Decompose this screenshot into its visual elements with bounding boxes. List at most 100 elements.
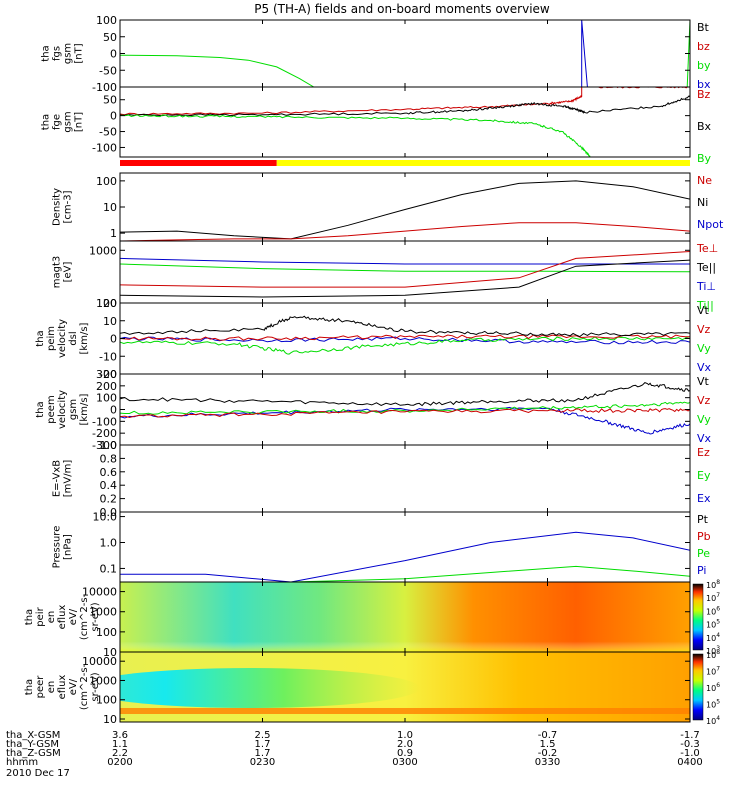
y-tick-label: -50 — [99, 126, 117, 139]
y-tick-label: 0.6 — [100, 466, 118, 479]
colorbar-tick: 106 — [706, 605, 720, 616]
ephemeris-value: 2.0 — [397, 739, 413, 750]
ephemeris-label: tha_Y-GSM — [6, 739, 59, 750]
legend-fgs-2: by — [697, 59, 711, 72]
colorbar-tick: 107 — [706, 592, 720, 603]
panel-fge: 50 0 -50 -100 thafgegsm[nT] Bz Bx By — [41, 86, 712, 165]
ephemeris-value: 0.9 — [397, 748, 413, 759]
y-tick-label: 10 — [103, 315, 117, 328]
y-tick-label: -100 — [92, 415, 117, 428]
ephemeris-value: 0400 — [677, 757, 702, 768]
panel-frame — [119, 86, 691, 158]
legend-magt3-0: Te⊥ — [696, 242, 718, 255]
y-axis-label: thapeemvelocitygsm[km/s] — [35, 390, 90, 429]
y-tick-label: 1.0 — [100, 537, 118, 550]
legend-peim-1: Vz — [697, 323, 711, 336]
y-tick-label: 100 — [96, 14, 117, 27]
series-pressure-0 — [120, 531, 690, 582]
ephemeris-value: 1.7 — [255, 748, 271, 759]
series-magt3-0 — [120, 257, 690, 265]
series-pressure-1 — [120, 565, 690, 582]
legend-efield-1: Ey — [697, 469, 711, 482]
legend-pressure-2: Pe — [697, 547, 710, 560]
legend-pressure-0: Pt — [697, 513, 709, 526]
y-tick-label: 0 — [110, 333, 117, 346]
series-peem-2 — [120, 408, 690, 419]
y-tick-label: 1 — [110, 227, 117, 240]
y-tick-label: 0 — [110, 48, 117, 61]
colorbar-peer — [692, 653, 704, 721]
colorbar-tick: 108 — [706, 649, 720, 660]
colorbar-tick: 108 — [706, 579, 720, 590]
panel-efield: 1.00.80.60.40.20.0 E=-VxB[mV/m] Ez Ey Ex — [52, 439, 711, 519]
legend-peem-3: Vx — [697, 432, 712, 445]
y-tick-label: 0 — [110, 404, 117, 417]
legend-fge-0: Bz — [697, 88, 711, 101]
series-magt3-1 — [120, 263, 690, 273]
y-tick-label: 10000 — [82, 655, 117, 668]
legend-efield-0: Ez — [697, 446, 710, 459]
y-tick-label: 300 — [96, 368, 117, 381]
series-peem-3 — [120, 382, 690, 407]
y-axis-label: thafgegsm[nT] — [41, 111, 85, 132]
series-fge-1 — [120, 95, 690, 117]
panel-peer: 108 107 106 105 104 10000 1000 100 10thapeerenef… — [24, 649, 720, 726]
y-axis-label: thafgsgsm[nT] — [41, 43, 85, 64]
colorbar-peir — [692, 583, 704, 651]
ephemeris-value: -1.7 — [680, 730, 700, 741]
y-tick-label: -20 — [99, 368, 117, 381]
series-peim-0 — [120, 336, 690, 345]
legend-density-1: Ni — [697, 196, 708, 209]
y-tick-label: 1.0 — [100, 439, 118, 452]
legend-magt3-3: Ti|| — [696, 299, 714, 312]
colorbar-tick: 105 — [706, 619, 720, 630]
mode-bar-yellow — [276, 160, 690, 166]
ephemeris-label: tha_Z-GSM — [6, 748, 61, 759]
ephemeris-value: 0200 — [107, 757, 132, 768]
colorbar-tick: 107 — [706, 666, 720, 677]
legend-magt3-1: Te|| — [696, 261, 716, 274]
legend-fgs-3: bx — [697, 78, 711, 91]
y-axis-label: thapeirenefluxeV/(cm^2-s-sr-eV) — [24, 593, 101, 640]
panel-frame — [119, 444, 691, 513]
legend-peim-3: Vx — [697, 361, 712, 374]
y-tick-label: 50 — [103, 31, 117, 44]
ephemeris-label: hhmm — [6, 757, 38, 768]
panel-frame — [119, 511, 691, 583]
series-peim-2 — [120, 334, 690, 341]
y-tick-label: 100 — [96, 694, 117, 707]
y-tick-label: 0.1 — [100, 562, 118, 575]
y-axis-label: E=-VxB[mV/m] — [52, 460, 74, 498]
y-tick-label: 100 — [96, 297, 117, 310]
y-tick-label: 1000 — [89, 674, 117, 687]
spectrogram-peir — [120, 582, 690, 652]
y-tick-label: 100 — [96, 392, 117, 405]
legend-peem-1: Vz — [697, 394, 711, 407]
legend-density-2: Npot — [697, 218, 724, 231]
y-tick-label: -50 — [99, 64, 117, 77]
y-axis-label: thapeerenefluxeV/(cm^2-s-sr-eV) — [24, 663, 101, 710]
ephemeris-value: 1.1 — [112, 739, 128, 750]
series-peim-1 — [120, 336, 690, 355]
ephemeris-value: 0230 — [250, 757, 275, 768]
series-fgs-0 — [120, 54, 315, 87]
panel-magt3: 1000 100 magt3[eV] Te⊥ Te|| Ti⊥ Ti|| — [52, 240, 718, 312]
panel-frame — [119, 19, 691, 88]
y-tick-label: 0.2 — [100, 493, 118, 506]
legend-efield-2: Ex — [697, 492, 711, 505]
legend-magt3-2: Ti⊥ — [696, 280, 716, 293]
ephemeris-value: -1.0 — [680, 748, 700, 759]
y-axis-label: magt3[eV] — [52, 256, 74, 289]
ephemeris-value: 1.7 — [255, 739, 271, 750]
y-tick-label: 10 — [103, 713, 117, 726]
y-tick-label: 0.8 — [100, 452, 118, 465]
ephemeris-value: 3.6 — [112, 730, 128, 741]
ephemeris-value: 0300 — [392, 757, 417, 768]
panels: 100500-50-100thafgsgsm[nT]Btbzbybx500-50… — [24, 14, 724, 726]
legend-pressure-3: Pi — [697, 564, 706, 577]
panel-peir: 108 107 106 105 104 103 10000 1000 100 10thapeire… — [24, 579, 720, 659]
y-tick-label: 0.0 — [100, 506, 118, 519]
series-peem-1 — [120, 401, 690, 415]
y-tick-label: 1000 — [89, 244, 117, 257]
